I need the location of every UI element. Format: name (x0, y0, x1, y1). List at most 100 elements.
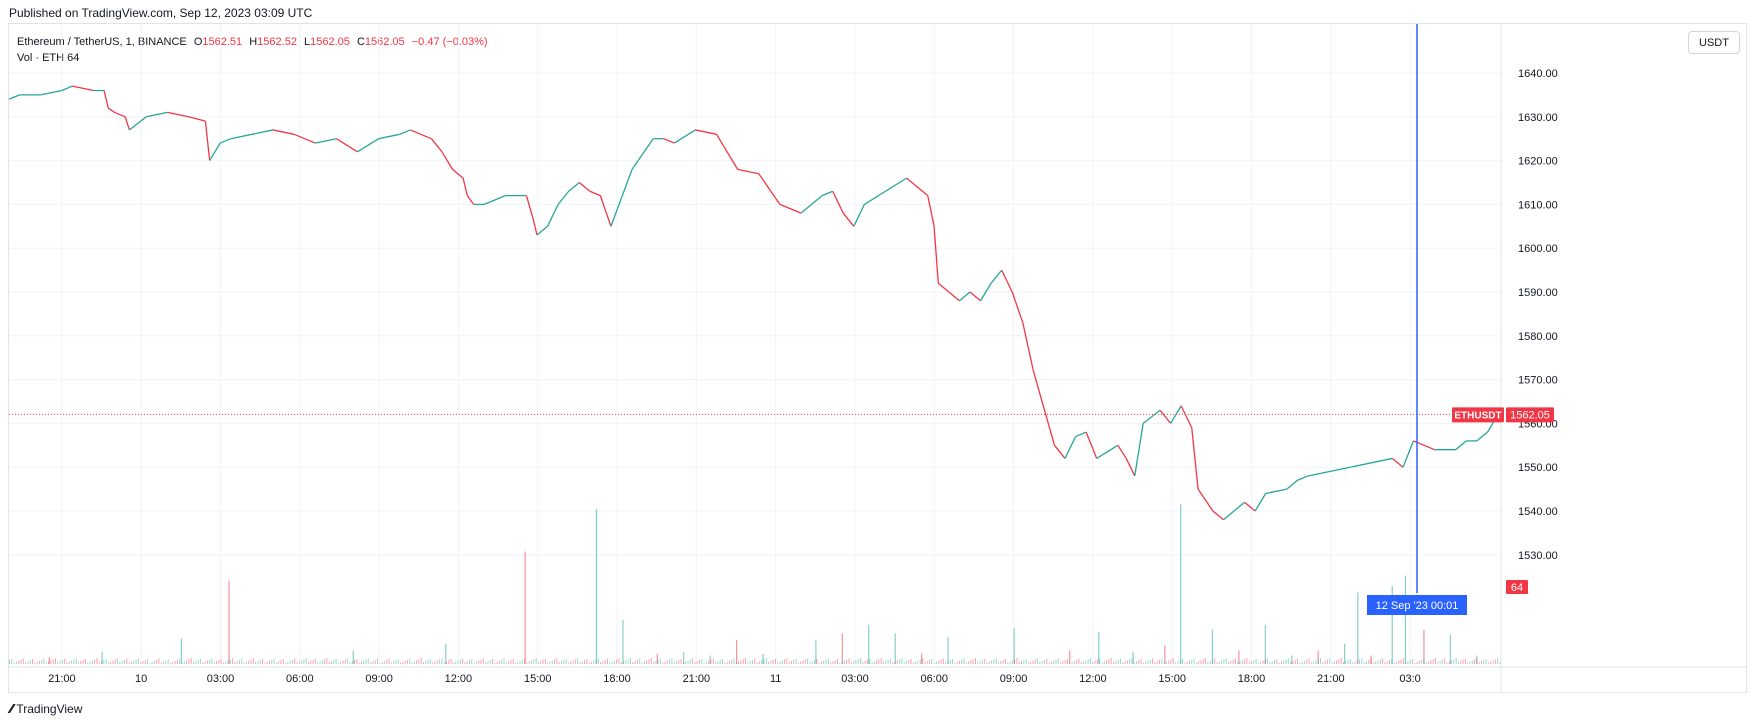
volume-bar (213, 662, 215, 664)
volume-bar (726, 661, 728, 664)
volume-bar (119, 662, 121, 664)
volume-bar (526, 662, 528, 664)
volume-bar (712, 658, 714, 664)
volume-bar (57, 661, 59, 664)
volume-bar (340, 661, 342, 664)
volume-bar (197, 659, 199, 664)
price-line-segment (1197, 488, 1214, 512)
volume-bar (848, 658, 850, 664)
volume-bar (1432, 659, 1434, 664)
volume-bar (38, 660, 40, 664)
volume-bar (993, 659, 995, 664)
tradingview-logo[interactable]: ⁄⁄ TradingView (10, 701, 82, 716)
price-line-segment (399, 129, 411, 135)
y-tick-label: 1580.00 (1518, 331, 1558, 343)
volume-bar (678, 659, 680, 664)
volume-bar (901, 658, 903, 664)
volume-bar (278, 661, 280, 664)
volume-bar (687, 660, 689, 664)
volume-bar (682, 662, 684, 664)
volume-bar (1253, 659, 1255, 664)
volume-bar (551, 660, 553, 664)
volume-bar (857, 659, 859, 664)
volume-bar (52, 659, 54, 664)
price-line-segment (72, 85, 94, 92)
volume-bar (1287, 658, 1289, 664)
price-line-segment (1244, 501, 1256, 512)
price-line-segment (948, 291, 960, 302)
tradingview-brand: TradingView (16, 701, 83, 716)
volume-bar (1161, 658, 1163, 664)
volume-bar (239, 660, 240, 664)
volume-bar (78, 662, 79, 664)
volume-bar (903, 662, 905, 664)
volume-bar (745, 658, 746, 664)
volume-bar (298, 661, 300, 664)
volume-bar (445, 643, 447, 664)
volume-bar (1164, 645, 1166, 664)
volume-bar (917, 660, 919, 664)
volume-bar (1317, 659, 1319, 664)
volume-bar (1451, 660, 1453, 664)
volume-bar (137, 658, 139, 664)
price-line-segment (466, 195, 475, 205)
volume-bar (1474, 659, 1476, 664)
volume-bar (310, 660, 312, 664)
price-line-segment (441, 151, 454, 170)
y-tick-label: 1570.00 (1518, 375, 1558, 387)
volume-bar (501, 659, 503, 664)
volume-label[interactable]: Vol · ETH (17, 52, 65, 64)
symbol-title[interactable]: Ethereum / TetherUS, 1, BINANCE (17, 36, 187, 48)
volume-bar (370, 662, 372, 664)
volume-bar (331, 661, 332, 664)
volume-bar (505, 662, 507, 664)
volume-bar (1391, 585, 1393, 664)
volume-bar (1437, 661, 1439, 664)
volume-bar (823, 660, 825, 664)
price-line-segment (631, 138, 654, 170)
price-line-segment (933, 226, 939, 284)
volume-bar (1377, 660, 1379, 664)
volume-bar (1037, 658, 1039, 664)
volume-bar (1096, 659, 1098, 664)
volume-bar (1278, 662, 1280, 664)
volume-bar (1453, 659, 1455, 664)
volume-bar (1423, 629, 1425, 664)
currency-button[interactable]: USDT (1688, 31, 1740, 54)
volume-bar (61, 659, 63, 664)
volume-bar (282, 659, 284, 664)
volume-bar (1416, 661, 1418, 664)
price-line-segment (8, 94, 20, 100)
volume-bar (604, 660, 606, 664)
volume-bar (413, 661, 415, 664)
volume-bar (814, 660, 815, 664)
volume-bar (774, 658, 776, 664)
volume-bar (257, 661, 259, 664)
volume-bar (181, 662, 183, 664)
volume-bar (326, 658, 328, 664)
volume-bar (411, 662, 413, 664)
volume-bar (22, 658, 24, 664)
volume-bar (1101, 662, 1103, 664)
volume-bar (1209, 660, 1211, 664)
volume-bar (1133, 662, 1135, 664)
volume-bar (1497, 658, 1499, 664)
volume-bar (1000, 660, 1002, 664)
volume-bar (1021, 661, 1022, 664)
volume-bar (427, 659, 429, 664)
volume-bar (1106, 660, 1108, 664)
price-line-segment (1011, 291, 1024, 323)
volume-bar (912, 662, 914, 664)
volume-bar (482, 658, 484, 664)
volume-bar (114, 659, 116, 664)
volume-bar (597, 658, 599, 664)
volume-bar (1085, 660, 1087, 664)
volume-bar (793, 659, 795, 664)
volume-bar (1460, 660, 1462, 664)
volume-bar (636, 659, 638, 664)
x-tick-label: 09:00 (1000, 673, 1028, 685)
volume-bar (462, 658, 464, 664)
volume-bar (1211, 659, 1213, 664)
volume-bar (1428, 661, 1430, 664)
